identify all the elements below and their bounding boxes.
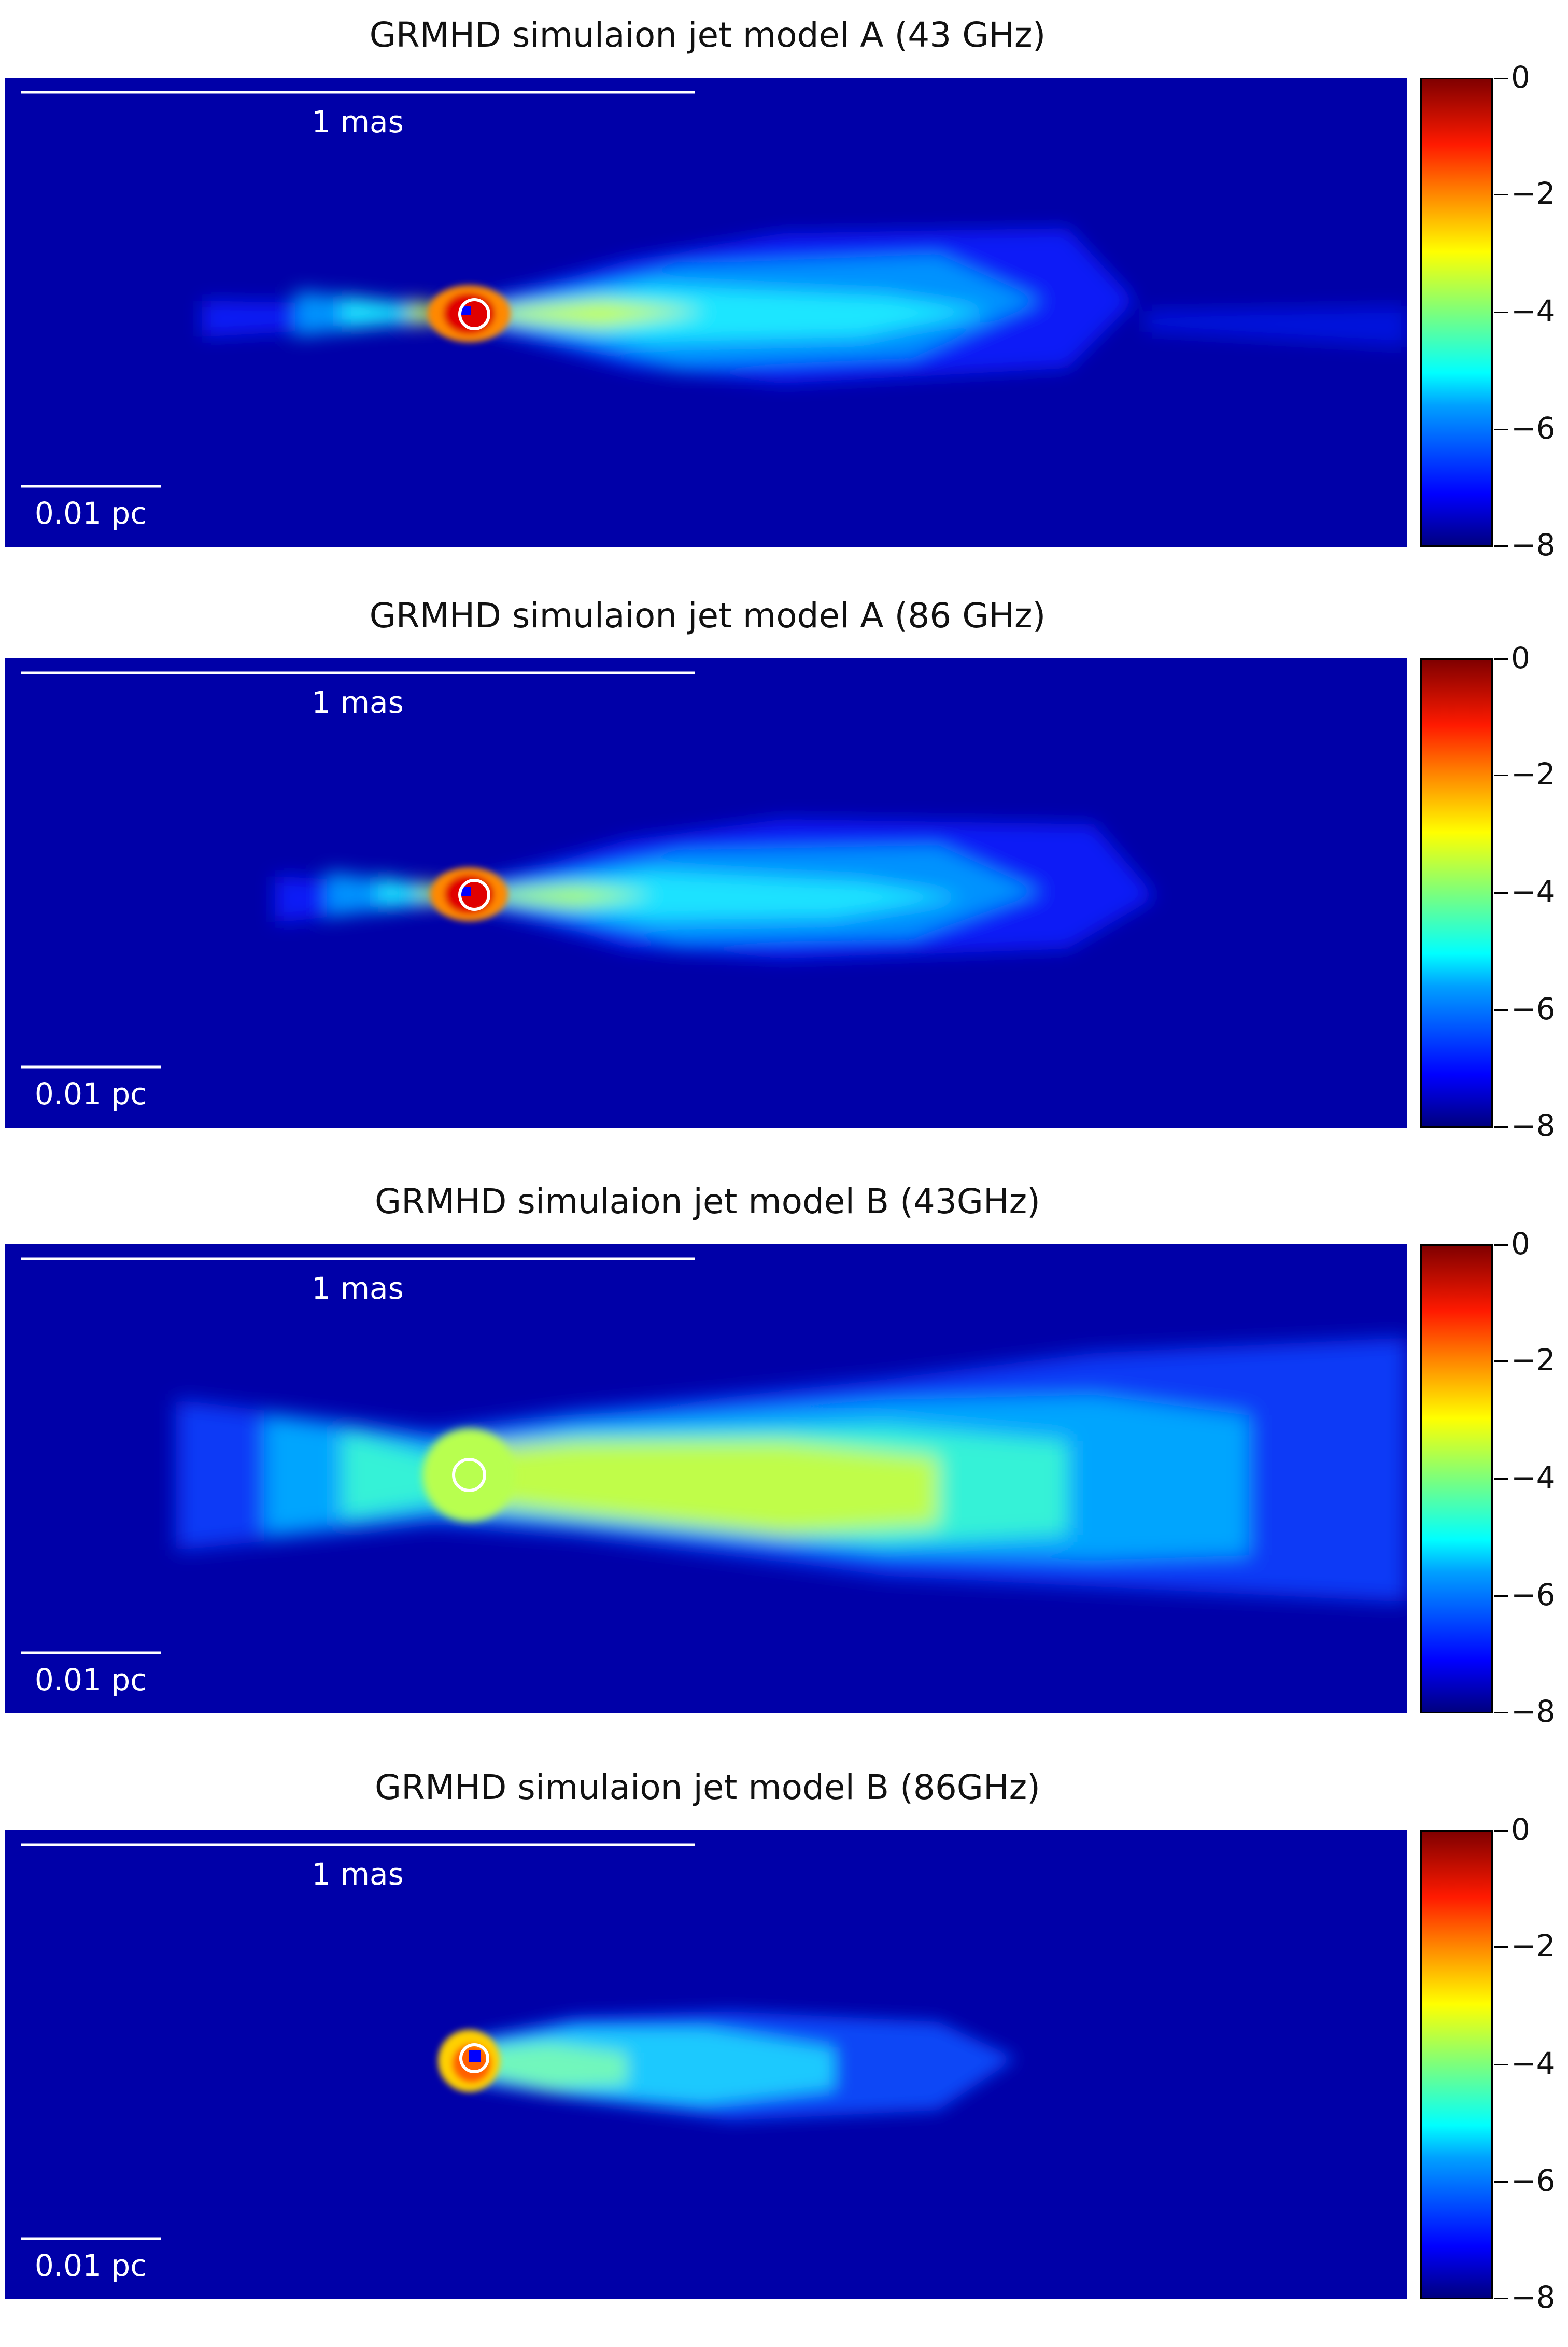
panel-title: GRMHD simulaion jet model A (43 GHz) bbox=[369, 15, 1046, 55]
colorbar-tick-label: −4 bbox=[1511, 874, 1556, 909]
colorbar bbox=[1420, 78, 1493, 547]
scale-bar-pc-label: 0.01 pc bbox=[35, 1076, 147, 1112]
panel-model-a-86ghz: GRMHD simulaion jet model A (86 GHz) 1 m… bbox=[0, 599, 1568, 1175]
jet-image: 1 mas 0.01 pc bbox=[5, 658, 1407, 1128]
jet-image: 1 mas 0.01 pc bbox=[5, 1244, 1407, 1713]
core-marker-circle bbox=[458, 879, 490, 911]
colorbar-tick-label: 0 bbox=[1511, 1226, 1530, 1261]
colorbar-tick-label: 0 bbox=[1511, 60, 1530, 95]
scale-bar-mas-label: 1 mas bbox=[312, 1857, 404, 1892]
colorbar-tick-label: −8 bbox=[1511, 527, 1556, 563]
jet-image: 1 mas 0.01 pc bbox=[5, 1830, 1407, 2299]
core-marker-circle bbox=[458, 298, 490, 330]
colorbar-tick-label: −2 bbox=[1511, 1928, 1556, 1963]
scale-bar-pc-label: 0.01 pc bbox=[35, 1662, 147, 1697]
panel-title: GRMHD simulaion jet model A (86 GHz) bbox=[369, 596, 1046, 636]
colorbar bbox=[1420, 1244, 1493, 1713]
colorbar-tick-label: −2 bbox=[1511, 756, 1556, 792]
colorbar-tick-label: −6 bbox=[1511, 991, 1556, 1027]
colorbar-tick-label: −8 bbox=[1511, 1694, 1556, 1729]
colorbar-tick-label: −6 bbox=[1511, 2163, 1556, 2198]
scale-bar-mas-label: 1 mas bbox=[312, 1271, 404, 1306]
colorbar-tick-label: 0 bbox=[1511, 640, 1530, 676]
scale-bar-pc-label: 0.01 pc bbox=[35, 496, 147, 531]
colorbar-tick-label: −4 bbox=[1511, 2046, 1556, 2081]
colorbar-tick-label: −6 bbox=[1511, 411, 1556, 446]
colorbar bbox=[1420, 658, 1493, 1128]
jet-image: 1 mas 0.01 pc bbox=[5, 78, 1407, 547]
colorbar-tick-label: −2 bbox=[1511, 1342, 1556, 1378]
colorbar-tick-label: −4 bbox=[1511, 1460, 1556, 1495]
scale-bar-mas-label: 1 mas bbox=[312, 685, 404, 720]
core-marker-circle bbox=[459, 2043, 489, 2073]
scale-bar-mas-label: 1 mas bbox=[312, 104, 404, 139]
colorbar bbox=[1420, 1830, 1493, 2299]
panel-model-b-86ghz: GRMHD simulaion jet model B (86GHz) 1 ma… bbox=[0, 1770, 1568, 2347]
scale-bar-pc-label: 0.01 pc bbox=[35, 2248, 147, 2283]
colorbar-tick-label: −2 bbox=[1511, 176, 1556, 211]
colorbar-tick-label: −8 bbox=[1511, 1108, 1556, 1143]
colorbar-tick-label: −4 bbox=[1511, 293, 1556, 329]
colorbar-tick-label: −8 bbox=[1511, 2280, 1556, 2315]
panel-title: GRMHD simulaion jet model B (86GHz) bbox=[375, 1767, 1040, 1807]
panel-model-b-43ghz: GRMHD simulaion jet model B (43GHz) 1 ma… bbox=[0, 1185, 1568, 1761]
core-marker-circle bbox=[452, 1458, 486, 1492]
panel-title: GRMHD simulaion jet model B (43GHz) bbox=[375, 1182, 1040, 1221]
colorbar-tick-label: 0 bbox=[1511, 1812, 1530, 1847]
colorbar-tick-label: −6 bbox=[1511, 1577, 1556, 1612]
panel-model-a-43ghz: GRMHD simulaion jet model A (43 GHz) bbox=[0, 18, 1568, 595]
